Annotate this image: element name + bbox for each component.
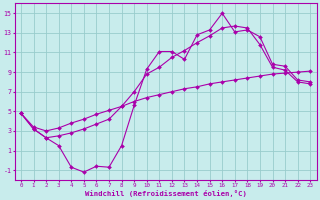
X-axis label: Windchill (Refroidissement éolien,°C): Windchill (Refroidissement éolien,°C) [85,190,246,197]
